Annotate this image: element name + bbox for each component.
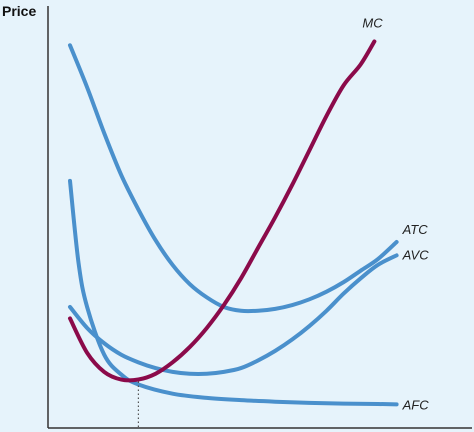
curve-labels-group: ATC AVC AFC MC — [362, 16, 429, 413]
series-line-afc — [68, 178, 399, 407]
series-line-atc — [68, 43, 399, 314]
series-label-avc: AVC — [402, 247, 430, 262]
series-label-afc: AFC — [402, 397, 430, 412]
series-label-atc: ATC — [402, 222, 429, 237]
curves-group — [68, 39, 399, 407]
series-line-avc — [68, 253, 399, 377]
y-axis-title: Price — [2, 3, 36, 19]
series-line-mc — [68, 39, 377, 383]
series-label-mc: MC — [362, 16, 383, 31]
